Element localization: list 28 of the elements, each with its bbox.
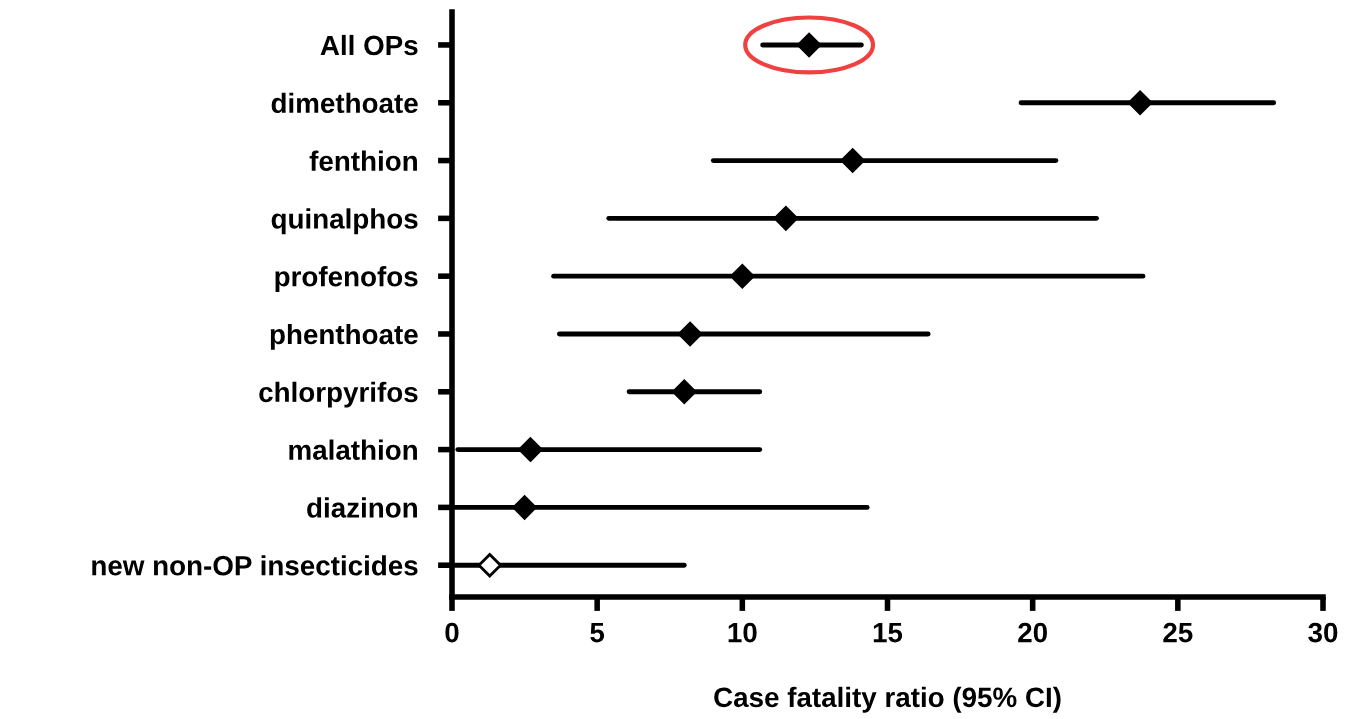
- y-tick-label: All OPs: [320, 34, 418, 56]
- x-tick-label: 20: [1018, 622, 1047, 643]
- point: [518, 437, 543, 462]
- x-tick-label: 0: [445, 622, 459, 643]
- y-tick-label: chlorpyrifos: [259, 381, 418, 408]
- x-axis-title: Case fatality ratio (95% CI): [714, 686, 1061, 713]
- x-tick-label: 25: [1163, 622, 1193, 643]
- point: [773, 206, 799, 231]
- y-tick-label: profenofos: [275, 266, 418, 292]
- y-tick-label: quinalphos: [271, 208, 418, 235]
- point: [730, 263, 755, 289]
- point: [1127, 90, 1153, 115]
- point: [796, 32, 822, 58]
- x-tick-label: 10: [728, 622, 757, 643]
- y-tick-label: diazinon: [307, 497, 417, 518]
- point: [477, 553, 502, 578]
- point: [677, 321, 703, 347]
- y-tick-label: new non-OP insecticides: [92, 555, 418, 576]
- y-tick-label: malathion: [289, 439, 417, 460]
- y-tick-label: dimethoate: [271, 92, 418, 114]
- point: [512, 495, 537, 520]
- point: [840, 148, 865, 173]
- y-tick-label: phenthoate: [270, 323, 418, 350]
- x-tick-label: 5: [590, 623, 605, 643]
- x-tick-label: 30: [1308, 622, 1338, 643]
- y-tick-label: fenthion: [309, 150, 417, 171]
- point: [672, 379, 697, 404]
- x-tick-label: 15: [873, 623, 903, 643]
